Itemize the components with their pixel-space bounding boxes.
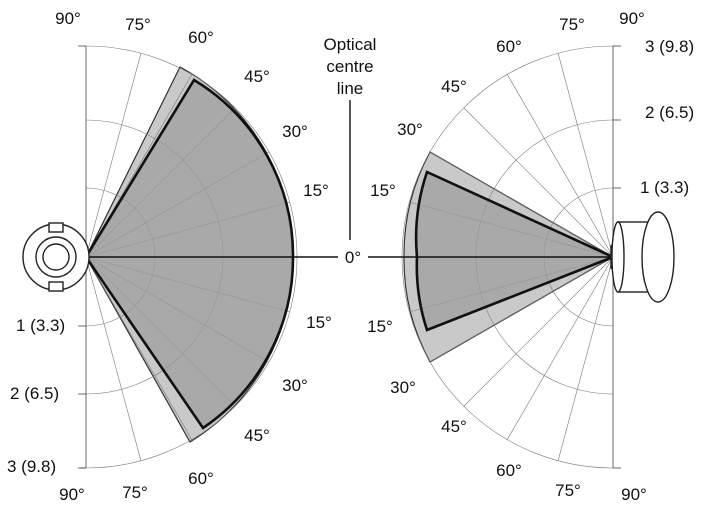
left-distance-1: 1 (3.3) <box>16 316 65 335</box>
right-angle-90-bottom: 90° <box>621 485 647 504</box>
optical-centre-label-line3: line <box>337 79 363 98</box>
right-angle-30-top: 30° <box>397 120 423 139</box>
right-distance-1: 1 (3.3) <box>640 178 689 197</box>
optical-centre-label-line2: centre <box>326 57 373 76</box>
left-angle-45-top: 45° <box>244 67 270 86</box>
left-angle-15-bottom: 15° <box>306 313 332 332</box>
right-angle-75-top: 75° <box>559 15 585 34</box>
left-angle-75-bottom: 75° <box>122 483 148 502</box>
right-distance-3: 3 (9.8) <box>645 37 694 56</box>
cylindrical-sensor-side-icon <box>610 211 675 303</box>
round-sensor-front-icon <box>22 222 90 292</box>
left-angle-60-bottom: 60° <box>188 469 214 488</box>
right-angle-15-top: 15° <box>370 181 396 200</box>
zero-degree-label: 0° <box>345 248 361 267</box>
left-angle-90-bottom: 90° <box>59 485 85 504</box>
right-angle-60-top: 60° <box>496 37 522 56</box>
left-distance-2: 2 (6.5) <box>10 384 59 403</box>
right-angle-75-bottom: 75° <box>555 481 581 500</box>
left-angle-30-bottom: 30° <box>282 376 308 395</box>
left-angle-15-top: 15° <box>303 181 329 200</box>
left-angle-60-top: 60° <box>188 28 214 47</box>
left-angle-75-top: 75° <box>125 15 151 34</box>
right-angle-60-bottom: 60° <box>496 461 522 480</box>
right-angle-30-bottom: 30° <box>390 378 416 397</box>
left-distance-3: 3 (9.8) <box>7 457 56 476</box>
left-polar-plot <box>78 45 298 469</box>
right-angle-45-top: 45° <box>441 77 467 96</box>
left-angle-30-top: 30° <box>282 122 308 141</box>
right-angle-15-bottom: 15° <box>367 317 393 336</box>
right-angle-90-top: 90° <box>619 9 645 28</box>
optical-centre-label-line1: Optical <box>324 35 377 54</box>
left-angle-45-bottom: 45° <box>244 426 270 445</box>
left-angle-90-top: 90° <box>55 9 81 28</box>
left-inner-lobe <box>84 78 295 430</box>
right-distance-2: 2 (6.5) <box>645 103 694 122</box>
right-angle-45-bottom: 45° <box>441 417 467 436</box>
